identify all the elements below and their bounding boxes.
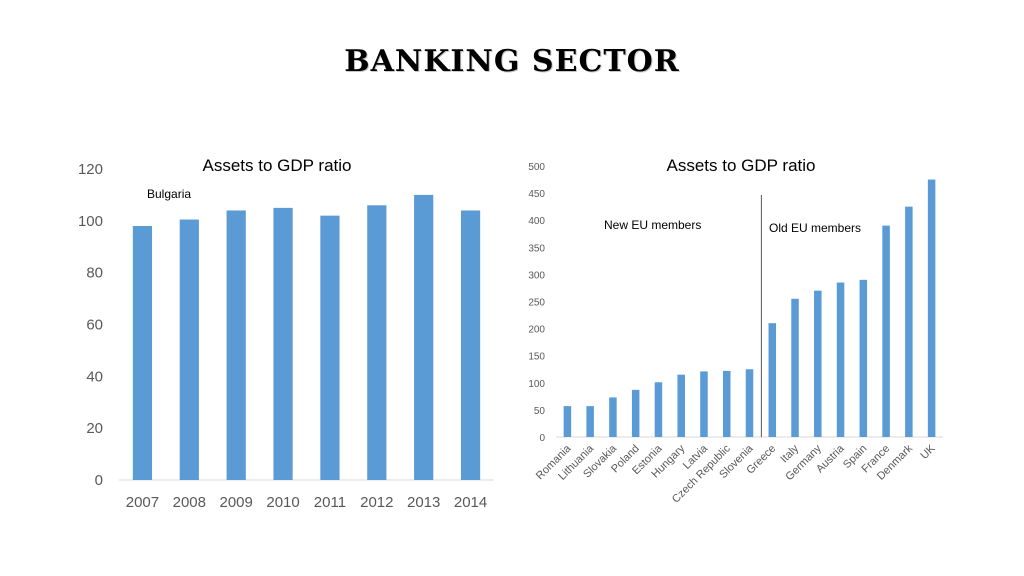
bar-austria: [836, 282, 845, 437]
bar-latvia: [700, 371, 708, 437]
bar-germany: [814, 290, 822, 437]
y-tick-label: 50: [534, 406, 546, 417]
y-tick-label: 400: [528, 216, 545, 227]
bar-slovakia: [609, 397, 617, 437]
bar-romania: [563, 406, 572, 437]
y-tick-label: 200: [528, 325, 545, 336]
bar-czech-republic: [722, 370, 731, 437]
y-tick-label: 250: [528, 298, 545, 309]
y-tick-label: 60: [86, 317, 103, 334]
bulgaria-assets-chart: Assets to GDP ratio Bulgaria 0 20 40 60 80 10…: [78, 156, 494, 511]
bar-2011: [320, 215, 340, 480]
y-tick-label: 0: [539, 433, 545, 444]
new-eu-members-label: New EU members: [604, 218, 701, 232]
x-tick-label: 2007: [126, 494, 159, 511]
y-tick-label: 100: [78, 213, 103, 230]
y-tick-label: 100: [528, 379, 545, 390]
x-tick-label: UK: [918, 442, 938, 462]
x-tick-label: 2013: [407, 494, 440, 511]
y-tick-label: 120: [78, 161, 103, 178]
bar-2008: [179, 219, 199, 480]
slide-title: Banking sector: [344, 44, 680, 79]
y-tick-label: 80: [86, 265, 103, 282]
bar-france: [882, 225, 890, 437]
bar-2009: [226, 210, 246, 480]
y-tick-label: 20: [86, 420, 103, 437]
bar-lithuania: [586, 406, 594, 437]
bar-hungary: [677, 374, 685, 437]
x-tick-label: 2010: [266, 494, 299, 511]
bar-uk: [927, 179, 936, 438]
bar-slovenia: [745, 369, 754, 437]
bar-poland: [631, 389, 640, 437]
x-tick-label: 2012: [360, 494, 393, 511]
chart-title-right: Assets to GDP ratio: [667, 156, 816, 175]
y-tick-label: 0: [95, 472, 103, 489]
eu-assets-chart: Assets to GDP ratio New EU members Old E…: [528, 156, 943, 506]
bar-2010: [273, 207, 293, 480]
x-tick-label: 2014: [454, 494, 487, 511]
x-tick-label: 2011: [314, 494, 346, 511]
y-tick-label: 150: [528, 352, 545, 363]
bar-denmark: [905, 206, 913, 437]
y-tick-label: 350: [528, 243, 545, 254]
bar-estonia: [654, 382, 663, 437]
bar-2014: [460, 210, 481, 480]
bar-italy: [791, 298, 799, 437]
bulgaria-label: Bulgaria: [147, 187, 191, 201]
y-tick-label: 300: [528, 270, 545, 281]
bar-2013: [414, 194, 434, 480]
bar-2012: [367, 205, 387, 481]
x-tick-label: 2008: [173, 494, 206, 511]
bar-2007: [132, 226, 153, 480]
old-eu-members-label: Old EU members: [769, 221, 861, 235]
y-tick-label: 500: [528, 162, 545, 173]
chart-title-left: Assets to GDP ratio: [203, 156, 352, 175]
bar-spain: [859, 279, 868, 437]
y-tick-label: 40: [86, 368, 103, 385]
y-tick-label: 450: [528, 189, 545, 200]
x-tick-label: 2009: [220, 494, 253, 511]
bar-greece: [768, 323, 777, 437]
